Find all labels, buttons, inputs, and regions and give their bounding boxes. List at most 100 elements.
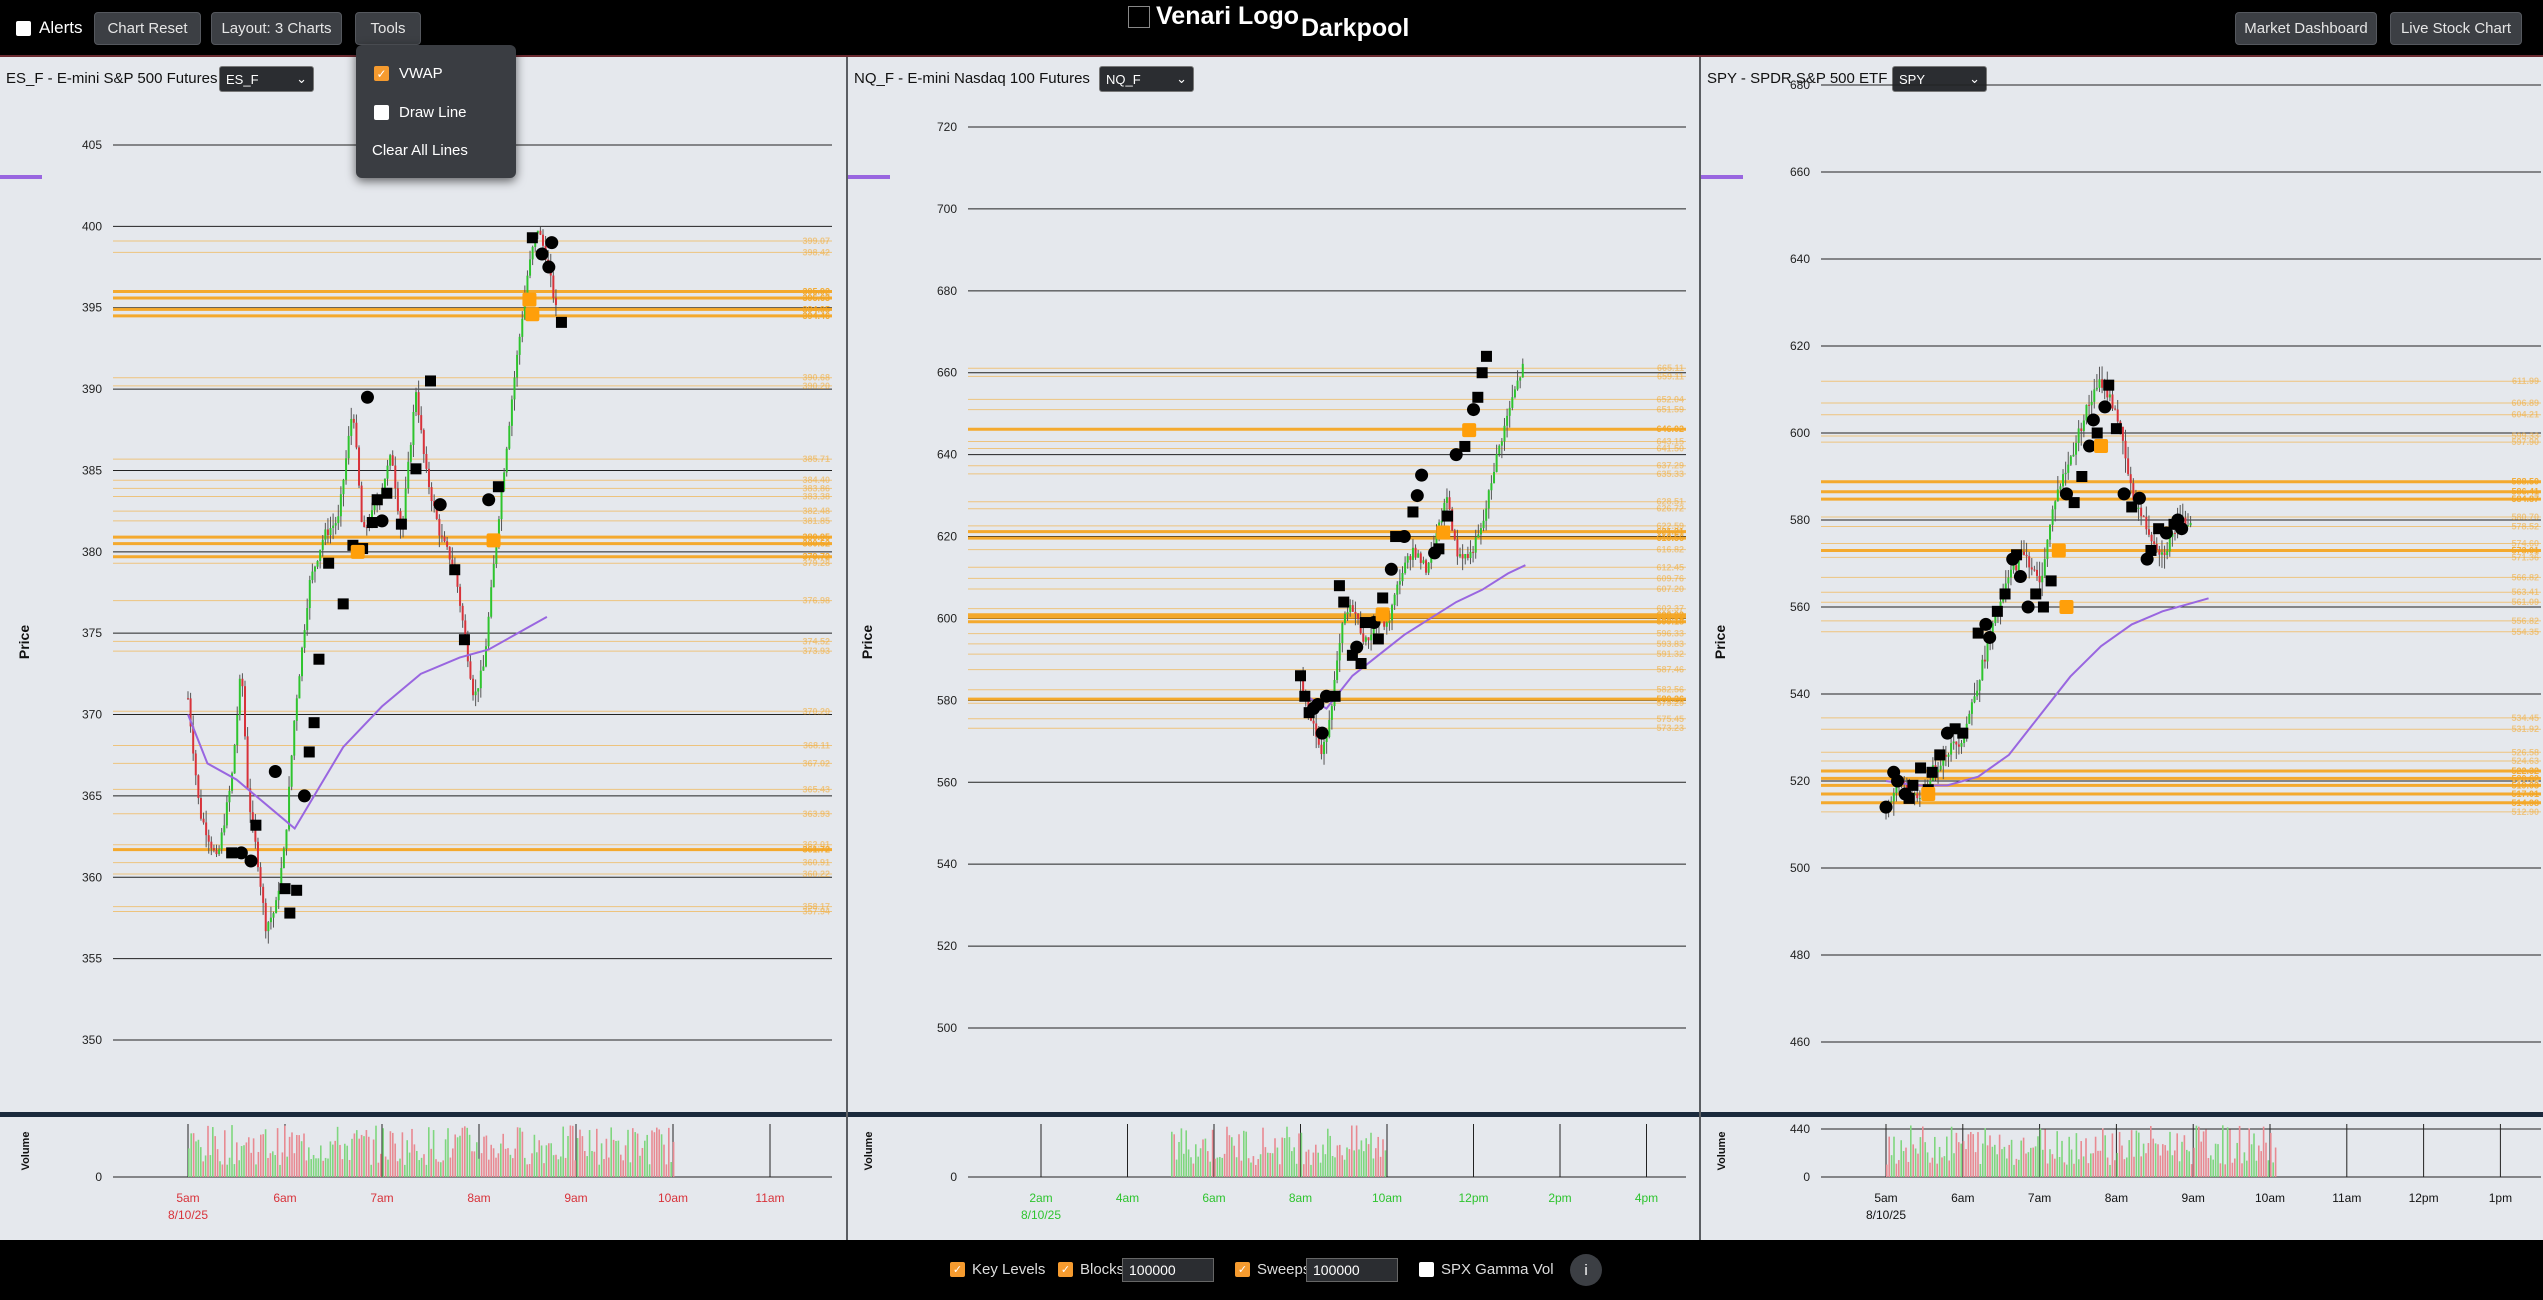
candle-body	[2129, 474, 2132, 484]
key-levels-toggle[interactable]: ✓ Key Levels	[950, 1261, 1045, 1278]
volume-bar	[1970, 1131, 1972, 1177]
layout-button[interactable]: Layout: 3 Charts	[211, 12, 342, 45]
volume-bar	[2186, 1149, 2188, 1177]
price-volume-chart[interactable]: 350 355 360 365 370 375 380 385 390 395 400 405 Pric…	[0, 57, 848, 1240]
volume-bar	[358, 1138, 360, 1177]
key-level-label: 646.02	[1656, 424, 1684, 434]
chart-panel-spy[interactable]: SPY - SPDR S&P 500 ETF SPY ⌄ 440 460 480 50…	[1701, 57, 2543, 1240]
volume-bar	[1231, 1137, 1233, 1177]
candle-body	[1983, 659, 1986, 662]
vwap-toggle[interactable]: ✓ VWAP	[374, 65, 443, 82]
sweeps-checkbox[interactable]: ✓	[1235, 1262, 1250, 1277]
volume-bar	[2058, 1156, 2061, 1177]
symbol-select[interactable]: NQ_F ⌄	[1099, 66, 1194, 92]
block-marker	[366, 517, 378, 529]
volume-bar	[533, 1134, 536, 1177]
volume-bar	[2118, 1131, 2121, 1177]
volume-bar	[1979, 1163, 1982, 1177]
candle-body	[2153, 541, 2156, 544]
vwap-checkbox[interactable]: ✓	[374, 66, 389, 81]
candle-body	[484, 646, 487, 667]
volume-bar	[586, 1156, 588, 1177]
candle-body	[466, 636, 469, 662]
candle-body	[427, 468, 430, 488]
volume-bar	[1259, 1154, 1262, 1177]
sweeps-toggle[interactable]: ✓ Sweeps	[1235, 1261, 1310, 1278]
candle-body	[1320, 744, 1323, 755]
draw-line-label: Draw Line	[399, 104, 467, 121]
chart-reset-button[interactable]: Chart Reset	[94, 12, 201, 45]
volume-bar	[2274, 1147, 2277, 1177]
x-tick-label: 4pm	[1635, 1191, 1658, 1205]
key-level-label: 374.52	[802, 636, 830, 646]
candle-body	[1343, 614, 1346, 624]
candle-body	[1391, 605, 1394, 621]
volume-bar	[2195, 1125, 2198, 1177]
alerts-toggle[interactable]: Alerts	[16, 18, 82, 38]
candle-body	[267, 922, 270, 932]
volume-bar	[1175, 1159, 1178, 1177]
live-stock-chart-button[interactable]: Live Stock Chart	[2390, 12, 2522, 45]
volume-bar	[509, 1154, 512, 1177]
alerts-checkbox[interactable]	[16, 20, 31, 36]
chart-panel-es[interactable]: ES_F - E-mini S&P 500 Futures ES_F ⌄ 350…	[0, 57, 848, 1240]
block-marker	[449, 564, 461, 576]
volume-bar	[2224, 1164, 2226, 1177]
key-level-label: 651.59	[1656, 405, 1684, 415]
price-volume-chart[interactable]: 440 460 480 500 520 540 560 580 600 620 640 660 680 P…	[1701, 57, 2543, 1240]
price-volume-chart[interactable]: 500 520 540 560 580 600 620 640 660 680 700 720 Pric…	[848, 57, 1701, 1240]
sweeps-threshold-input[interactable]: 100000	[1306, 1258, 1398, 1282]
spx-gamma-toggle[interactable]: SPX Gamma Vol	[1419, 1261, 1554, 1278]
volume-bar	[260, 1134, 262, 1177]
tools-button[interactable]: Tools	[355, 12, 421, 45]
block-marker	[1390, 531, 1402, 543]
volume-bar	[502, 1133, 504, 1177]
sweeps-label: Sweeps	[1257, 1261, 1311, 1278]
volume-bar	[1281, 1137, 1283, 1177]
key-level-label: 383.38	[802, 491, 830, 501]
key-level-label: 659.11	[1657, 371, 1684, 381]
spx-gamma-checkbox[interactable]	[1419, 1262, 1434, 1277]
clear-all-lines-button[interactable]: Clear All Lines	[372, 142, 468, 159]
candle-body	[508, 425, 511, 449]
volume-bar	[267, 1157, 269, 1177]
x-tick-label: 6am	[1951, 1191, 1974, 1205]
key-level-label: 522.32	[2511, 766, 2539, 776]
block-marker	[1972, 627, 1984, 639]
symbol-select[interactable]: ES_F ⌄	[219, 66, 314, 92]
candle-body	[2137, 507, 2140, 509]
key-level-label: 616.82	[1656, 545, 1684, 555]
chart-panel-nq[interactable]: NQ_F - E-mini Nasdaq 100 Futures NQ_F ⌄ …	[848, 57, 1701, 1240]
volume-bar	[2102, 1128, 2104, 1177]
candle-body	[2015, 565, 2018, 571]
volume-bar	[2207, 1158, 2210, 1177]
key-level-label: 519.03	[2511, 780, 2539, 790]
draw-line-toggle[interactable]: Draw Line	[374, 104, 467, 121]
candle-body	[2108, 394, 2111, 398]
x-tick-label: 2pm	[1548, 1191, 1571, 1205]
market-dashboard-button[interactable]: Market Dashboard	[2235, 12, 2377, 45]
blocks-checkbox[interactable]: ✓	[1058, 1262, 1073, 1277]
block-marker	[303, 746, 315, 758]
info-button[interactable]: i	[1570, 1254, 1602, 1286]
blocks-toggle[interactable]: ✓ Blocks	[1058, 1261, 1124, 1278]
key-level-label: 635.33	[1656, 469, 1684, 479]
block-marker	[1999, 588, 2011, 600]
symbol-select[interactable]: SPY ⌄	[1892, 66, 1987, 92]
block-marker	[410, 463, 422, 475]
volume-bar	[2260, 1151, 2262, 1177]
candle-body	[1929, 780, 1932, 786]
candle-body	[1427, 562, 1430, 573]
candle-body	[1939, 765, 1942, 770]
blocks-threshold-input[interactable]: 100000	[1122, 1258, 1214, 1282]
y-tick-label: 380	[82, 545, 102, 559]
key-level-label: 384.40	[802, 475, 830, 485]
candle-body	[352, 418, 355, 423]
candle-body	[1963, 737, 1966, 744]
y-tick-label: 500	[1790, 861, 1810, 875]
draw-line-checkbox[interactable]	[374, 105, 389, 120]
volume-bar	[456, 1137, 459, 1177]
volume-divider	[1701, 1112, 2543, 1117]
volume-bar	[1382, 1139, 1384, 1177]
key-levels-checkbox[interactable]: ✓	[950, 1262, 965, 1277]
